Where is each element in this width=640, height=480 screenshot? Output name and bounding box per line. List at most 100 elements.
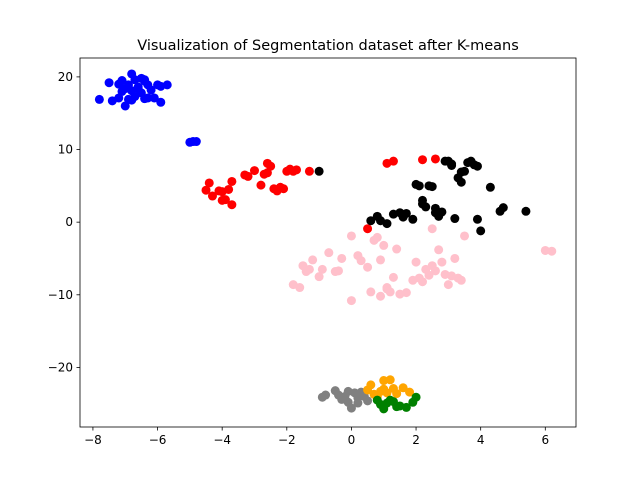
y-tick-label: −10: [48, 288, 73, 302]
x-tick-label: −4: [213, 433, 231, 447]
scatter-point: [308, 255, 318, 265]
scatter-point: [337, 253, 347, 263]
scatter-point: [392, 244, 402, 254]
x-tick-label: −8: [84, 433, 102, 447]
scatter-point: [450, 214, 460, 224]
scatter-point: [317, 264, 327, 274]
scatter-point: [262, 168, 272, 178]
scatter-point: [162, 80, 172, 90]
scatter-point: [366, 287, 376, 297]
scatter-point: [363, 262, 373, 272]
scatter-point: [314, 166, 324, 176]
scatter-point: [443, 280, 453, 290]
scatter-point: [201, 185, 211, 195]
y-tick-label: 0: [65, 215, 73, 229]
scatter-point: [427, 182, 437, 192]
scatter-point: [460, 231, 470, 241]
data-points: [94, 69, 557, 414]
scatter-point: [427, 224, 437, 234]
y-tick-label: −20: [48, 360, 73, 374]
scatter-point: [372, 232, 382, 242]
scatter-point: [117, 86, 127, 96]
scatter-point: [411, 392, 421, 402]
scatter-point: [185, 137, 195, 147]
x-tick-label: 0: [348, 433, 356, 447]
scatter-point: [227, 176, 237, 186]
scatter-point: [430, 154, 440, 164]
scatter-point: [292, 165, 301, 175]
scatter-point: [427, 261, 437, 271]
scatter-point: [418, 277, 428, 287]
scatter-point: [324, 248, 334, 258]
scatter-point: [521, 206, 531, 216]
scatter-point: [388, 272, 398, 282]
scatter-point: [366, 216, 376, 226]
scatter-point: [256, 180, 266, 190]
scatter-point: [476, 226, 486, 236]
x-tick-label: 2: [412, 433, 420, 447]
scatter-point: [143, 93, 153, 103]
scatter-point: [382, 284, 392, 294]
scatter-point: [456, 275, 466, 285]
scatter-point: [94, 94, 104, 104]
scatter-point: [411, 257, 421, 267]
scatter-point: [382, 219, 392, 229]
scatter-point: [279, 184, 289, 194]
scatter-point: [418, 155, 428, 165]
scatter-point: [547, 246, 557, 256]
scatter-point: [343, 386, 353, 396]
scatter-point: [392, 402, 402, 412]
scatter-point: [405, 387, 415, 397]
scatter-point: [204, 178, 214, 188]
scatter-point: [227, 200, 237, 210]
scatter-point: [149, 93, 159, 103]
scatter-point: [472, 214, 482, 224]
scatter-point: [430, 208, 440, 218]
scatter-point: [140, 76, 150, 86]
scatter-point: [418, 195, 428, 205]
scatter-point: [240, 170, 250, 180]
x-tick-label: −6: [149, 433, 167, 447]
scatter-point: [363, 396, 373, 406]
scatter-point: [146, 85, 156, 95]
scatter-point: [408, 214, 418, 224]
scatter-point: [217, 195, 227, 205]
scatter-point: [376, 255, 386, 265]
scatter-point: [363, 224, 373, 234]
scatter-point: [314, 272, 324, 282]
scatter-point: [388, 156, 398, 166]
y-tick-label: 20: [58, 70, 73, 84]
scatter-point: [437, 257, 447, 267]
scatter-point: [414, 181, 424, 191]
scatter-point: [117, 76, 127, 86]
x-tick-label: 6: [541, 433, 549, 447]
scatter-point: [456, 177, 466, 187]
scatter-point: [304, 166, 314, 176]
scatter-point: [434, 245, 444, 255]
scatter-point: [207, 191, 217, 201]
y-tick-label: 10: [58, 143, 73, 157]
scatter-point: [385, 375, 395, 385]
scatter-point: [498, 203, 508, 213]
scatter-point: [353, 398, 363, 408]
x-tick-label: 4: [477, 433, 485, 447]
scatter-point: [366, 380, 376, 390]
scatter-point: [334, 266, 343, 276]
scatter-point: [472, 161, 482, 171]
scatter-point: [398, 212, 408, 222]
scatter-point: [104, 78, 114, 88]
scatter-point: [398, 383, 408, 393]
chart-title: Visualization of Segmentation dataset af…: [137, 38, 519, 54]
scatter-point: [295, 283, 305, 293]
scatter-point: [456, 167, 466, 177]
scatter-point: [424, 270, 434, 280]
scatter-point: [485, 182, 495, 192]
scatter-point: [346, 403, 356, 413]
scatter-point: [346, 231, 356, 241]
scatter-point: [392, 389, 402, 399]
scatter-point: [379, 384, 389, 394]
scatter-point: [376, 291, 386, 301]
